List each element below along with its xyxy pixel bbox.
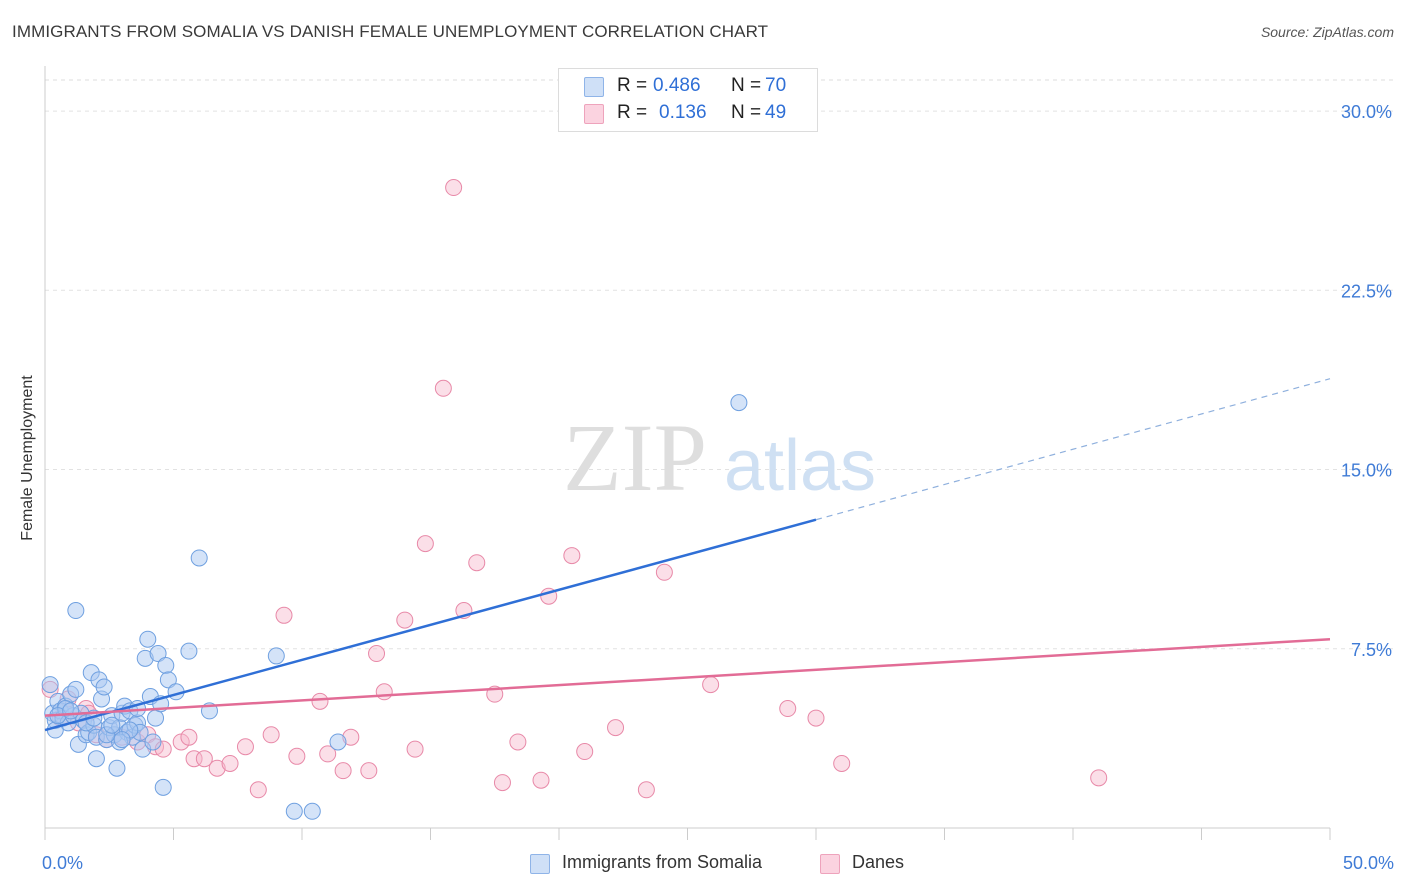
danes-point <box>779 700 797 718</box>
danes-point <box>319 745 337 763</box>
somalia-point <box>108 759 126 777</box>
danes-point <box>185 750 203 768</box>
watermark-atlas: atlas <box>724 426 876 506</box>
somalia-point <box>159 671 177 689</box>
danes-point <box>833 754 851 772</box>
somalia-point <box>62 702 80 720</box>
somalia-point <box>154 778 172 796</box>
x-tick-label: 0.0% <box>42 853 83 873</box>
danes-point <box>445 179 463 197</box>
danes-trend-line <box>44 637 1331 717</box>
r-value: 0.486 <box>653 75 701 96</box>
danes-point <box>275 606 293 624</box>
somalia-point <box>139 630 157 648</box>
somalia-point <box>144 733 162 751</box>
danes-point <box>434 379 452 397</box>
danes-point <box>655 563 673 581</box>
somalia-trend-extension <box>815 378 1331 521</box>
legend-label: Immigrants from Somalia <box>562 852 763 872</box>
danes-point <box>468 554 486 572</box>
somalia-point <box>149 645 167 663</box>
danes-point <box>311 692 329 710</box>
danes-point <box>396 611 414 629</box>
somalia-trend-line <box>44 518 817 732</box>
n-label: N = <box>731 75 762 96</box>
danes-point <box>509 733 527 751</box>
danes-point <box>180 728 198 746</box>
danes-point <box>637 781 655 799</box>
danes-point <box>532 771 550 789</box>
somalia-swatch <box>584 77 604 97</box>
somalia-point <box>157 656 175 674</box>
somalia-point <box>103 716 121 734</box>
somalia-swatch <box>530 854 550 874</box>
r-label: R = <box>617 75 648 96</box>
correlation-legend: R = 0.486 N = 70 R = 0.136 N = 49 <box>558 68 818 132</box>
danes-swatch <box>820 854 840 874</box>
n-value: 70 <box>765 75 787 96</box>
danes-point <box>288 747 306 765</box>
danes-point <box>1090 769 1108 787</box>
r-value: 0.136 <box>659 102 707 123</box>
danes-point <box>416 535 434 553</box>
somalia-point <box>329 733 347 751</box>
source-credit: Source: ZipAtlas.com <box>1260 24 1394 40</box>
somalia-point <box>87 750 105 768</box>
danes-point <box>702 676 720 694</box>
somalia-point <box>730 394 748 412</box>
danes-point <box>360 762 378 780</box>
axes-layer <box>44 66 1331 840</box>
danes-point <box>375 683 393 701</box>
danes-point <box>249 781 267 799</box>
danes-point <box>208 759 226 777</box>
legend-label: Danes <box>852 852 905 872</box>
tick-labels: 7.5% 15.0% 22.5% 30.0% 0.0% 50.0% <box>42 102 1394 873</box>
danes-point <box>493 774 511 792</box>
somalia-point <box>67 602 85 620</box>
somalia-point <box>67 680 85 698</box>
danes-point <box>368 645 386 663</box>
somalia-point <box>41 676 59 694</box>
somalia-points <box>41 394 748 820</box>
r-label: R = <box>617 102 648 123</box>
danes-point <box>334 762 352 780</box>
danes-point <box>262 726 280 744</box>
danes-point <box>406 740 424 758</box>
danes-swatch <box>584 104 604 124</box>
y-tick-label: 22.5% <box>1341 281 1392 301</box>
danes-point <box>576 743 594 761</box>
y-tick-label: 15.0% <box>1341 461 1392 481</box>
somalia-point <box>113 731 131 749</box>
somalia-point <box>267 647 285 665</box>
danes-point <box>807 709 825 727</box>
trend-layer <box>44 378 1331 732</box>
grid-layer <box>45 79 1395 650</box>
danes-point <box>563 547 581 565</box>
danes-point <box>607 719 625 737</box>
danes-point <box>221 754 239 772</box>
y-tick-label: 7.5% <box>1351 640 1392 660</box>
watermark-zip: ZIP <box>563 404 707 511</box>
somalia-point <box>147 709 165 727</box>
somalia-point <box>180 642 198 660</box>
y-tick-label: 30.0% <box>1341 102 1392 122</box>
n-label: N = <box>731 102 762 123</box>
somalia-point <box>303 802 321 820</box>
x-tick-label: 50.0% <box>1343 853 1394 873</box>
chart-title: IMMIGRANTS FROM SOMALIA VS DANISH FEMALE… <box>12 22 769 41</box>
somalia-point <box>95 678 113 696</box>
somalia-point <box>285 802 303 820</box>
somalia-point <box>190 549 208 567</box>
n-value: 49 <box>765 102 787 123</box>
danes-point <box>195 750 213 768</box>
danes-point <box>236 738 254 756</box>
